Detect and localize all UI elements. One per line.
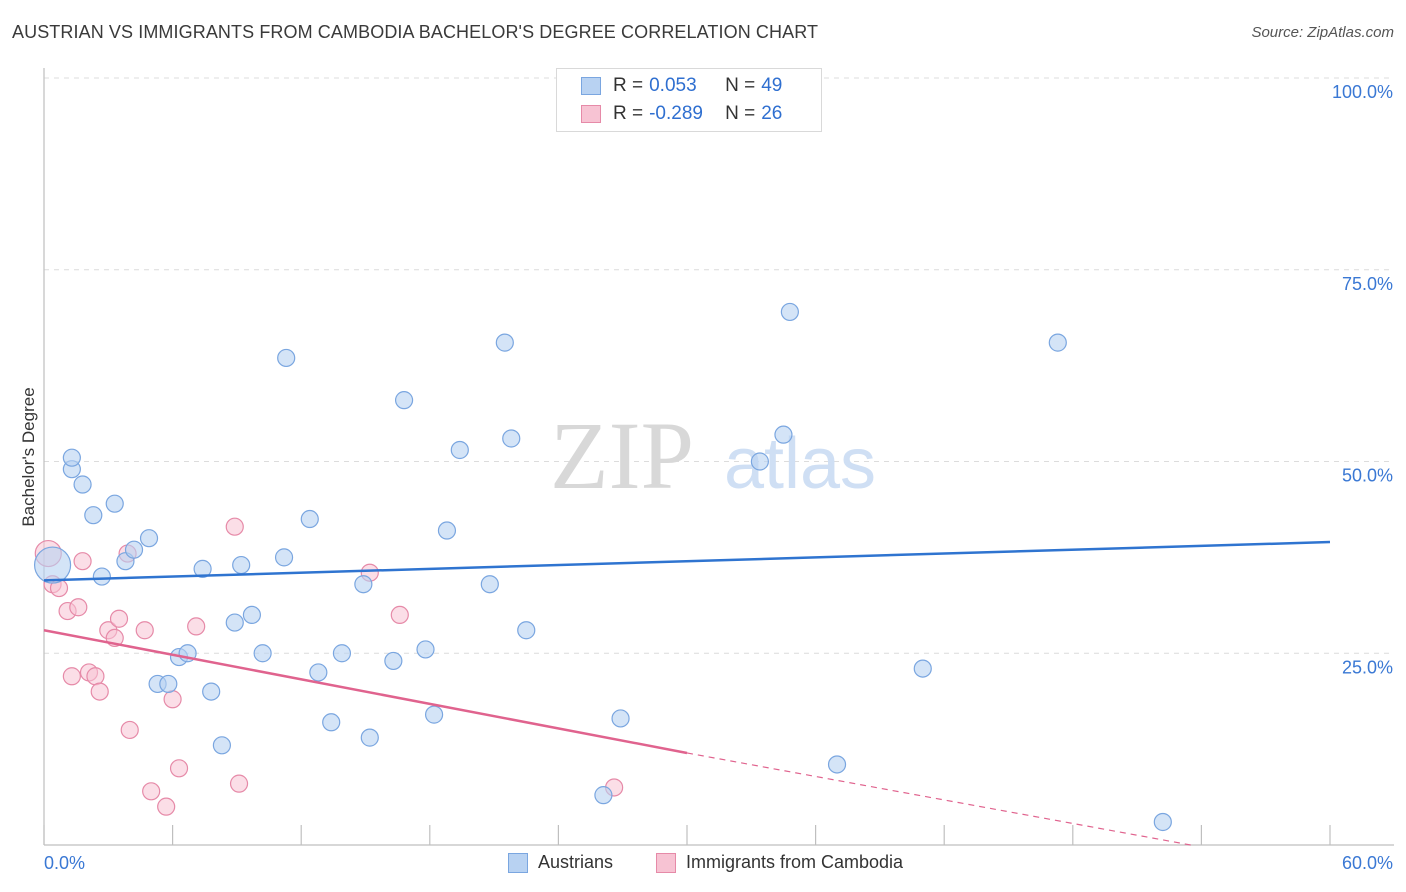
cambodia-label: Immigrants from Cambodia xyxy=(686,852,904,872)
cambodia-point xyxy=(73,552,92,571)
legend-n-label: N = xyxy=(725,75,756,96)
x-tick-label: 60.0% xyxy=(1342,853,1393,873)
cambodia-trend-extension xyxy=(686,752,1191,846)
cambodia-trend-line xyxy=(43,629,688,755)
austrians-point xyxy=(424,705,444,724)
stats-legend: R = 0.053 N = 49 R = -0.289 N = 26 xyxy=(556,68,822,132)
austrians-point xyxy=(1153,812,1172,832)
austrians-point xyxy=(322,713,341,732)
legend-row-cambodia: R = -0.289 N = 26 xyxy=(581,101,782,127)
legend-r-label: R = xyxy=(613,103,644,124)
watermark-atlas: atlas xyxy=(724,424,876,504)
austrians-point xyxy=(277,348,296,368)
y-tick-label: 50.0% xyxy=(1342,466,1393,486)
austrians-point xyxy=(750,452,769,471)
austrians-point xyxy=(193,559,212,578)
cambodia-point xyxy=(135,621,154,640)
axes xyxy=(43,68,1394,846)
austrians-point xyxy=(780,302,799,322)
austrians-point xyxy=(332,644,352,663)
legend-r-value: -0.289 xyxy=(649,103,703,124)
austrians-point xyxy=(611,709,630,728)
cambodia-point xyxy=(163,690,182,709)
austrians-point xyxy=(274,548,294,567)
austrians-point xyxy=(913,659,932,678)
cambodia-point xyxy=(229,774,249,793)
cambodia-point xyxy=(62,667,81,686)
austrians-point xyxy=(84,506,103,525)
cambodia-swatch xyxy=(581,105,601,123)
x-tick-label: 0.0% xyxy=(44,853,85,873)
austrians-point xyxy=(360,728,379,747)
legend-r-value: 0.053 xyxy=(649,75,697,96)
cambodia-point xyxy=(169,759,189,778)
austrians-point xyxy=(384,651,403,671)
austrians-point xyxy=(105,494,124,513)
austrians-point xyxy=(62,448,81,467)
austrians-point xyxy=(354,575,373,594)
austrians-point xyxy=(309,663,328,682)
austrians-point xyxy=(159,674,178,694)
austrians-point xyxy=(827,755,847,774)
austrians-swatch xyxy=(508,852,528,873)
legend-n-label: N = xyxy=(725,103,756,124)
cambodia-point xyxy=(90,682,109,701)
austrians-point xyxy=(394,391,414,410)
austrians-point xyxy=(774,425,793,444)
cambodia-point xyxy=(187,617,206,636)
bottom-legend-austrians: Austrians xyxy=(508,852,613,873)
cambodia-point xyxy=(157,797,176,816)
austrians-points xyxy=(33,68,1172,832)
austrians-point xyxy=(517,621,536,640)
austrians-point xyxy=(1048,333,1067,352)
cambodia-point xyxy=(86,667,105,686)
austrians-point xyxy=(232,555,251,575)
y-tick-label: 100.0% xyxy=(1332,82,1393,102)
legend-row-austrians: R = 0.053 N = 49 xyxy=(581,73,782,99)
cambodia-swatch xyxy=(656,852,676,873)
austrians-point xyxy=(202,682,221,701)
cambodia-point xyxy=(109,609,129,628)
austrians-label: Austrians xyxy=(538,852,614,872)
watermark-zip: ZIP xyxy=(550,402,694,509)
legend-n-value: 49 xyxy=(761,75,783,96)
austrians-point xyxy=(480,575,499,594)
austrians-point xyxy=(253,644,272,663)
austrians-point xyxy=(416,640,435,659)
austrians-point xyxy=(594,786,613,805)
austrians-point xyxy=(242,605,262,625)
austrians-point xyxy=(502,429,521,448)
cambodia-point xyxy=(142,782,161,801)
y-tick-label: 25.0% xyxy=(1342,657,1393,677)
y-axis-label: Bachelor's Degree xyxy=(19,387,38,526)
legend-r-label: R = xyxy=(613,75,644,96)
tick-labels: 25.0% 50.0% 75.0% 100.0% 0.0% 60.0% xyxy=(44,82,1393,873)
y-tick-label: 75.0% xyxy=(1342,274,1393,294)
austrians-point xyxy=(73,475,92,494)
austrians-point xyxy=(33,546,72,584)
austrians-point xyxy=(495,333,514,352)
austrians-point xyxy=(437,521,457,540)
trend-lines xyxy=(43,540,1331,846)
bottom-legend-cambodia: Immigrants from Cambodia xyxy=(656,852,903,873)
austrians-swatch xyxy=(581,77,601,95)
austrians-trend-line xyxy=(43,540,1331,582)
austrians-point xyxy=(212,736,231,755)
cambodia-point xyxy=(120,720,139,740)
legend-n-value: 26 xyxy=(761,103,783,124)
austrians-point xyxy=(450,440,469,460)
austrians-point xyxy=(300,509,319,529)
austrians-point xyxy=(139,529,159,548)
austrians-point xyxy=(225,613,244,632)
austrians-point xyxy=(92,567,111,586)
cambodia-point xyxy=(225,517,244,536)
source-label: Source: ZipAtlas.com xyxy=(1251,24,1394,41)
cambodia-point xyxy=(390,605,409,625)
chart-title: AUSTRIAN VS IMMIGRANTS FROM CAMBODIA BAC… xyxy=(12,22,819,42)
austrians-point xyxy=(124,540,144,559)
cambodia-point xyxy=(69,598,88,617)
